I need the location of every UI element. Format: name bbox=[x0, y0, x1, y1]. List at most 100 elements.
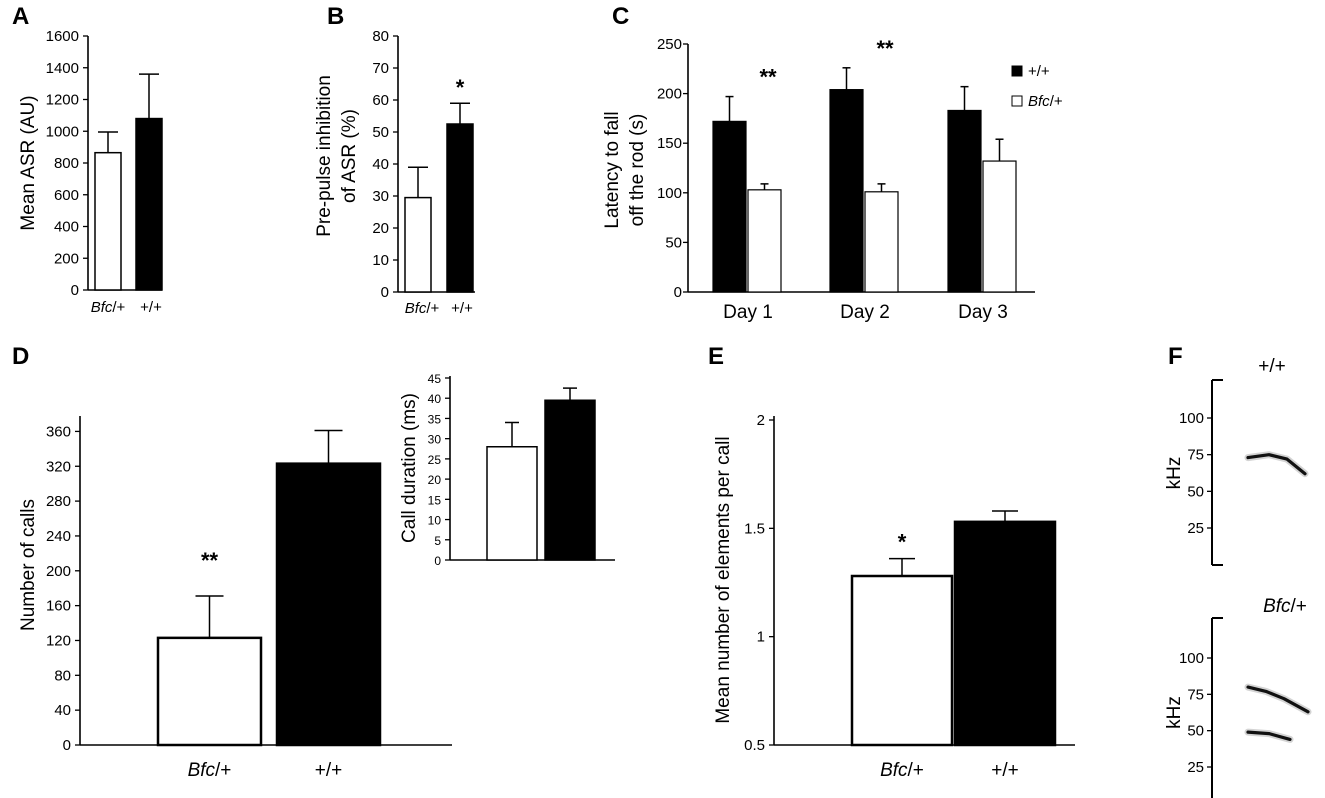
significance-mark-D: ** bbox=[201, 548, 219, 573]
spectrogram-tick-label-F: 75 bbox=[1187, 686, 1204, 703]
spectrogram-ylabel-F: kHz bbox=[1164, 696, 1185, 729]
y-tick-label-D-inset: 10 bbox=[428, 514, 442, 528]
bar-C-+/+-1 bbox=[829, 89, 864, 293]
legend-label-C-italic: Bfc bbox=[1028, 93, 1050, 110]
legend-label-C: Bfc/+ bbox=[1028, 93, 1063, 110]
y-tick-label-D-inset: 35 bbox=[428, 412, 442, 426]
category-label-A-rest: /+ bbox=[112, 299, 125, 316]
y-tick-label-D: 160 bbox=[46, 598, 71, 615]
y-axis-label-D-inset: Call duration (ms) bbox=[399, 393, 420, 543]
vocalization-trace-F bbox=[1246, 453, 1307, 476]
spectrogram-ylabel-F: kHz bbox=[1164, 457, 1185, 490]
y-tick-label-D: 120 bbox=[46, 632, 71, 649]
bar-A-0 bbox=[94, 151, 122, 291]
y-tick-label-E: 2 bbox=[757, 412, 765, 429]
category-label-E-rest: +/+ bbox=[991, 760, 1018, 781]
y-tick-label-D: 240 bbox=[46, 528, 71, 545]
legend-label-C-rest: +/+ bbox=[1028, 63, 1050, 80]
y-tick-label-D: 40 bbox=[54, 702, 71, 719]
spectrogram-title-F-rest: /+ bbox=[1291, 596, 1307, 617]
y-tick-label-A: 1200 bbox=[46, 92, 79, 109]
y-tick-label-D-inset: 20 bbox=[428, 473, 442, 487]
significance-mark-E: * bbox=[898, 530, 907, 555]
panel-letter-F: F bbox=[1168, 343, 1183, 370]
y-tick-label-C: 0 bbox=[674, 284, 682, 301]
significance-mark-C: ** bbox=[876, 36, 894, 61]
y-axis-label-D: Number of calls bbox=[18, 499, 39, 631]
category-label-B-italic: Bfc bbox=[405, 300, 427, 317]
panel-letter-C: C bbox=[612, 3, 629, 30]
panel-letter-E: E bbox=[708, 343, 724, 370]
spectrogram-tick-label-F: 75 bbox=[1187, 447, 1204, 464]
y-tick-label-B: 70 bbox=[372, 60, 389, 77]
y-tick-label-A: 1600 bbox=[46, 28, 79, 45]
y-tick-label-B: 50 bbox=[372, 124, 389, 141]
y-tick-label-B: 40 bbox=[372, 156, 389, 173]
y-tick-label-A: 1400 bbox=[46, 60, 79, 77]
y-tick-label-B: 0 bbox=[381, 284, 389, 301]
bar-D-inset-1 bbox=[544, 399, 596, 561]
bar-C-+/+-0 bbox=[712, 120, 747, 293]
bar-A-1 bbox=[135, 117, 163, 291]
y-tick-label-A: 0 bbox=[71, 282, 79, 299]
category-label-B: Bfc/+ bbox=[405, 300, 440, 317]
spectrogram-title-F: Bfc/+ bbox=[1263, 596, 1307, 617]
y-tick-label-A: 1000 bbox=[46, 123, 79, 140]
bar-E-1 bbox=[953, 520, 1057, 747]
y-tick-label-D: 320 bbox=[46, 458, 71, 475]
spectrogram-tick-label-F: 25 bbox=[1187, 759, 1204, 776]
category-label-A-rest: +/+ bbox=[140, 299, 162, 316]
category-label-B-rest: +/+ bbox=[451, 300, 473, 317]
y-tick-label-E: 1 bbox=[757, 629, 765, 646]
category-label-B-rest: /+ bbox=[426, 300, 439, 317]
bar-D-0 bbox=[156, 636, 263, 747]
spectrogram-title-F-italic: Bfc bbox=[1263, 596, 1291, 617]
bar-B-1 bbox=[446, 123, 474, 293]
category-label-C: Day 1 bbox=[723, 302, 773, 323]
y-tick-label-D: 360 bbox=[46, 423, 71, 440]
y-axis-label-B: Pre-pulse inhibition bbox=[314, 75, 335, 237]
y-tick-label-D: 0 bbox=[63, 737, 71, 754]
spectrogram-tick-label-F: 50 bbox=[1187, 483, 1204, 500]
y-tick-label-D: 200 bbox=[46, 563, 71, 580]
category-label-D-rest: +/+ bbox=[315, 760, 342, 781]
bar-C-Bfc/+-2 bbox=[982, 160, 1017, 293]
y-tick-label-C: 50 bbox=[665, 234, 682, 251]
spectrogram-tick-label-F: 25 bbox=[1187, 520, 1204, 537]
legend-swatch-C-1 bbox=[1011, 95, 1023, 107]
y-axis-label-C: off the rod (s) bbox=[627, 114, 648, 227]
category-label-C: Day 2 bbox=[840, 302, 890, 323]
y-tick-label-E: 1.5 bbox=[744, 520, 765, 537]
significance-mark-B: * bbox=[456, 75, 465, 100]
spectrogram-title-F: +/+ bbox=[1258, 356, 1285, 377]
y-tick-label-C: 200 bbox=[657, 86, 682, 103]
y-tick-label-D-inset: 30 bbox=[428, 433, 442, 447]
spectrogram-tick-label-F: 100 bbox=[1179, 410, 1204, 427]
legend-label-C: +/+ bbox=[1028, 63, 1050, 80]
y-axis-label-B: of ASR (%) bbox=[339, 109, 360, 203]
y-tick-label-A: 200 bbox=[54, 250, 79, 267]
category-label-C: Day 3 bbox=[958, 302, 1008, 323]
y-tick-label-D-inset: 5 bbox=[434, 534, 441, 548]
bar-C-Bfc/+-0 bbox=[747, 189, 782, 293]
y-tick-label-D: 280 bbox=[46, 493, 71, 510]
category-label-E: Bfc/+ bbox=[880, 760, 924, 781]
y-tick-label-E: 0.5 bbox=[744, 737, 765, 754]
y-tick-label-C: 250 bbox=[657, 36, 682, 53]
bar-D-1 bbox=[275, 462, 382, 747]
bar-C-+/+-2 bbox=[947, 109, 982, 293]
y-tick-label-B: 10 bbox=[372, 252, 389, 269]
panel-letter-D: D bbox=[12, 343, 29, 370]
panel-letter-B: B bbox=[327, 3, 344, 30]
spectrogram-title-F-rest: +/+ bbox=[1258, 356, 1285, 377]
category-label-D: +/+ bbox=[315, 760, 342, 781]
y-tick-label-B: 80 bbox=[372, 28, 389, 45]
category-label-E: +/+ bbox=[991, 760, 1018, 781]
category-label-D-rest: /+ bbox=[215, 760, 231, 781]
category-label-B: +/+ bbox=[451, 300, 473, 317]
y-axis-label-E: Mean number of elements per call bbox=[713, 436, 734, 723]
y-tick-label-D-inset: 0 bbox=[434, 554, 441, 568]
y-axis-label-C: Latency to fall bbox=[602, 111, 623, 228]
category-label-A: Bfc/+ bbox=[91, 299, 126, 316]
y-tick-label-C: 150 bbox=[657, 135, 682, 152]
